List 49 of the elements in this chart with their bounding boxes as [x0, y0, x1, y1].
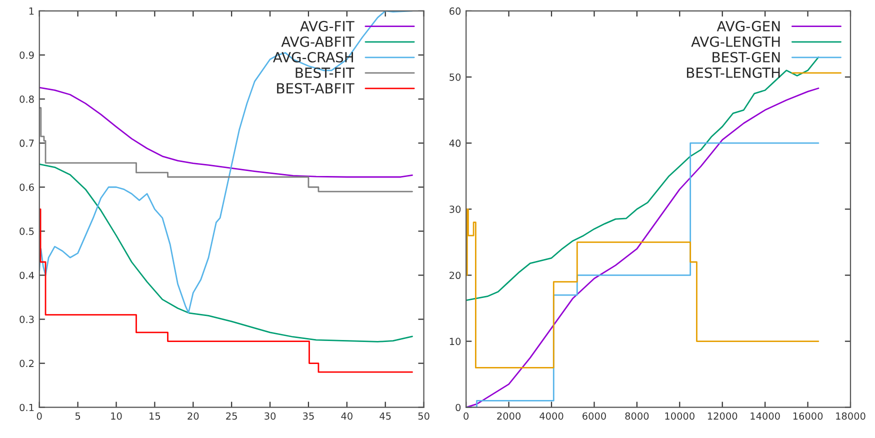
y-tick-label: 0.5 — [20, 228, 34, 235]
legend-label: AVG-ABFIT — [281, 36, 354, 47]
y-tick-label: 0.9 — [20, 51, 34, 59]
x-tick-label: 6000 — [582, 412, 606, 420]
y-tick-label: 0.8 — [20, 96, 34, 103]
x-tick-label: 35 — [303, 412, 314, 420]
x-tick-label: 0 — [36, 412, 42, 420]
x-tick-label: 5 — [75, 412, 80, 420]
legend-label: BEST-ABFIT — [277, 83, 354, 94]
x-tick-label: 14000 — [750, 412, 780, 420]
x-tick-label: 10 — [111, 412, 122, 420]
legend-label: AVG-GEN — [716, 20, 780, 32]
y-tick-label: 50 — [450, 73, 461, 81]
x-tick-label: 20 — [188, 412, 199, 420]
y-tick-label: 1 — [29, 8, 34, 15]
x-tick-label: 40 — [341, 412, 352, 420]
line-series — [466, 88, 820, 408]
y-tick-label: 60 — [450, 7, 461, 15]
y-tick-label: 0.2 — [20, 360, 34, 368]
legend-label: AVG-FIT — [300, 20, 354, 32]
x-tick-label: 30 — [264, 412, 276, 420]
x-tick-label: 16000 — [793, 412, 823, 420]
y-tick-label: 0.3 — [20, 316, 34, 324]
legend-label: BEST-LENGTH — [686, 67, 780, 78]
x-tick-label: 12000 — [708, 412, 738, 420]
y-tick-label: 0 — [456, 404, 461, 412]
x-tick-label: 18000 — [836, 412, 866, 420]
x-tick-label: 2000 — [497, 412, 521, 420]
y-tick-label: 10 — [450, 338, 461, 346]
line-series — [39, 164, 413, 342]
legend-label: BEST-GEN — [712, 52, 780, 62]
y-tick-label: 0.1 — [20, 404, 34, 412]
x-tick-label: 15 — [150, 412, 160, 420]
x-tick-label: 50 — [418, 412, 430, 420]
y-tick-label: 0.4 — [20, 272, 34, 280]
legend-label: AVG-LENGTH — [691, 36, 780, 47]
x-tick-label: 10000 — [665, 412, 694, 420]
x-tick-label: 45 — [380, 412, 391, 420]
line-series — [39, 10, 413, 314]
x-tick-label: 25 — [226, 412, 237, 420]
x-tick-label: 0 — [464, 412, 469, 420]
x-tick-label: 8000 — [625, 412, 649, 420]
y-tick-label: 30 — [450, 206, 461, 213]
legend-label: BEST-FIT — [296, 67, 354, 78]
y-tick-label: 40 — [449, 140, 461, 147]
y-tick-label: 20 — [450, 272, 461, 280]
x-tick-label: 4000 — [540, 412, 564, 420]
y-tick-label: 0.6 — [20, 184, 34, 191]
y-tick-label: 0.7 — [20, 140, 34, 147]
